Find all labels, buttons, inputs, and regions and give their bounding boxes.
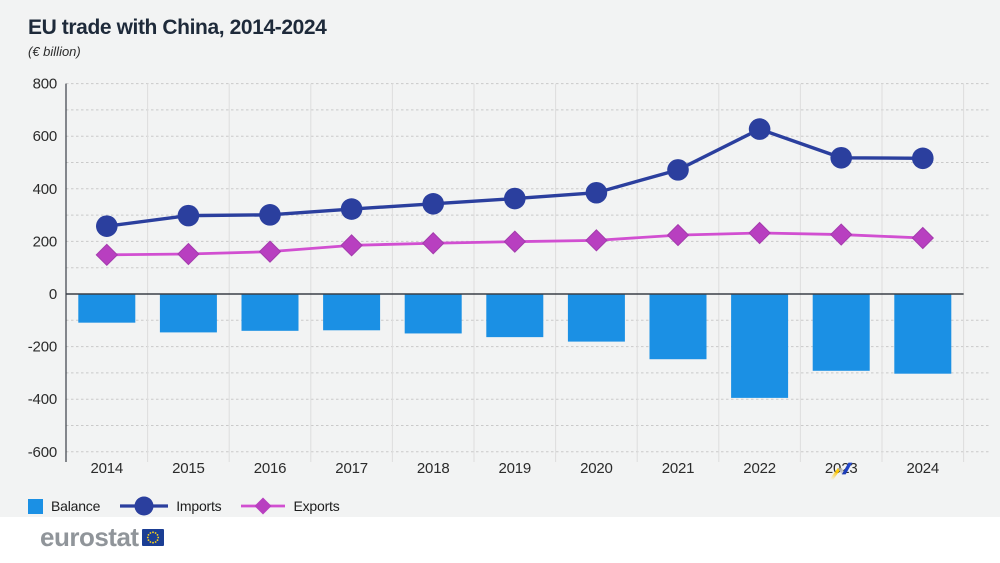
balance-swatch-icon bbox=[28, 498, 43, 514]
svg-text:2017: 2017 bbox=[335, 460, 368, 477]
legend-label-balance: Balance bbox=[51, 498, 101, 514]
trend-ribbon-graphic bbox=[829, 462, 853, 480]
svg-text:800: 800 bbox=[33, 76, 57, 93]
svg-text:2014: 2014 bbox=[91, 460, 124, 477]
svg-text:2024: 2024 bbox=[907, 460, 940, 477]
svg-text:-400: -400 bbox=[28, 391, 57, 408]
svg-text:0: 0 bbox=[49, 286, 57, 303]
svg-text:2016: 2016 bbox=[254, 460, 287, 477]
svg-text:-600: -600 bbox=[28, 444, 57, 461]
trade-chart: -600 -400 -200 0 200 400 600 800 2014 2015 2016 201… bbox=[28, 76, 990, 477]
svg-text:2021: 2021 bbox=[662, 460, 695, 477]
eurostat-logo: eurostat bbox=[40, 524, 164, 550]
svg-text:2018: 2018 bbox=[417, 460, 450, 477]
eurostat-wordmark: eurostat bbox=[40, 522, 139, 552]
eu-flag-icon bbox=[141, 528, 164, 546]
chart-legend: Balance Imports Exports bbox=[28, 496, 358, 516]
legend-label-exports: Exports bbox=[293, 498, 340, 514]
exports-line-marker-icon bbox=[241, 497, 286, 515]
svg-text:-200: -200 bbox=[28, 339, 57, 356]
chart-subtitle: (€ billion) bbox=[28, 44, 81, 59]
legend-label-imports: Imports bbox=[176, 498, 222, 514]
chart-title: EU trade with China, 2014-2024 bbox=[28, 16, 327, 39]
chart-canvas: EU trade with China, 2014-2024 (€ billio… bbox=[0, 0, 1000, 517]
svg-text:200: 200 bbox=[33, 233, 57, 250]
svg-text:2015: 2015 bbox=[172, 460, 205, 477]
svg-text:2019: 2019 bbox=[499, 460, 532, 477]
svg-text:600: 600 bbox=[33, 128, 57, 145]
svg-text:400: 400 bbox=[33, 181, 57, 198]
imports-line-marker-icon bbox=[120, 496, 169, 516]
svg-text:2022: 2022 bbox=[743, 460, 776, 477]
svg-text:2020: 2020 bbox=[580, 460, 613, 477]
